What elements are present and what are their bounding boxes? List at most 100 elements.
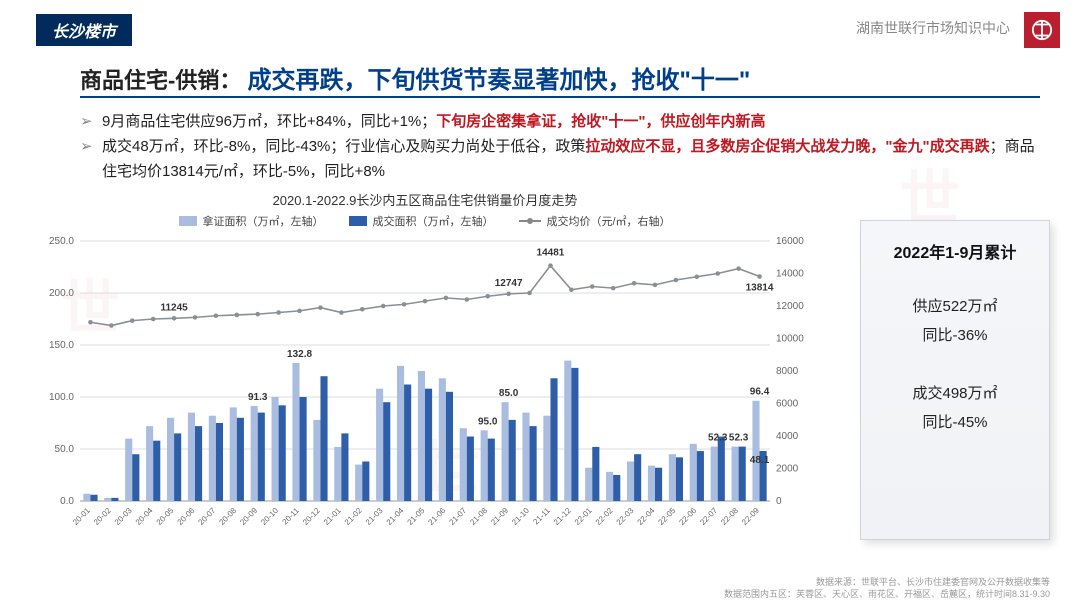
svg-text:150.0: 150.0 xyxy=(49,340,74,351)
legend-line-price xyxy=(519,220,541,222)
bullet-item: ➢9月商品住宅供应96万㎡，环比+84%，同比+1%；下旬房企密集拿证，抢收"十… xyxy=(80,110,1040,135)
legend-label-deal: 成交面积（万㎡，左轴） xyxy=(372,213,493,229)
svg-text:200.0: 200.0 xyxy=(49,288,74,299)
svg-text:11245: 11245 xyxy=(160,302,188,313)
svg-text:14000: 14000 xyxy=(776,269,804,280)
legend-label-price: 成交均价（元/㎡，右轴） xyxy=(546,213,670,229)
brand-text: 湖南世联行市场知识中心 xyxy=(856,18,1010,38)
svg-text:6000: 6000 xyxy=(776,399,799,410)
bullet-item: ➢成交48万㎡，环比-8%，同比-43%；行业信心及购买力尚处于低谷，政策拉动效… xyxy=(80,135,1040,185)
svg-text:14481: 14481 xyxy=(537,248,565,259)
bullet-list: ➢9月商品住宅供应96万㎡，环比+84%，同比+1%；下旬房企密集拿证，抢收"十… xyxy=(80,110,1040,184)
svg-text:21-11: 21-11 xyxy=(531,506,552,527)
svg-text:13814: 13814 xyxy=(746,283,774,294)
svg-text:21-01: 21-01 xyxy=(322,506,343,527)
legend-deal: 成交面积（万㎡，左轴） xyxy=(349,213,493,229)
summary-deal-value: 成交498万㎡ xyxy=(912,380,997,409)
svg-text:22-09: 22-09 xyxy=(740,506,761,527)
svg-text:132.8: 132.8 xyxy=(287,349,312,360)
svg-text:52.3: 52.3 xyxy=(708,433,728,444)
svg-text:22-03: 22-03 xyxy=(615,506,636,527)
svg-text:12747: 12747 xyxy=(495,278,523,289)
legend-label-supply: 拿证面积（万㎡，左轴） xyxy=(202,213,323,229)
svg-text:21-10: 21-10 xyxy=(510,506,531,527)
bullet-text: 9月商品住宅供应96万㎡，环比+84%，同比+1%；下旬房企密集拿证，抢收"十一… xyxy=(102,110,765,135)
footnote-line-1: 数据来源：世联平台、长沙市住建委官网及公开数据收集等 xyxy=(724,576,1050,589)
svg-text:22-01: 22-01 xyxy=(573,506,594,527)
headline-prefix: 商品住宅-供销： xyxy=(80,68,241,93)
svg-text:20-11: 20-11 xyxy=(281,506,302,527)
svg-text:20-05: 20-05 xyxy=(155,506,176,527)
svg-text:20-10: 20-10 xyxy=(259,506,280,527)
svg-text:21-08: 21-08 xyxy=(468,506,489,527)
summary-deal-yoy: 同比-45% xyxy=(912,409,997,438)
svg-text:20-08: 20-08 xyxy=(217,506,238,527)
svg-text:22-08: 22-08 xyxy=(719,506,740,527)
brand-logo-icon xyxy=(1024,12,1060,48)
page-headline: 商品住宅-供销： 成交再跌，下旬供货节奏显著加快，抢收"十一" xyxy=(80,60,750,95)
svg-text:4000: 4000 xyxy=(776,431,799,442)
summary-stat-deal: 成交498万㎡ 同比-45% xyxy=(912,380,997,437)
svg-text:10000: 10000 xyxy=(776,334,804,345)
chart-plot: 0.0 50.0 100.0 150.0 200.0 250.0 0 2000 4000 6000… xyxy=(30,233,820,543)
bullet-arrow-icon: ➢ xyxy=(80,110,102,135)
svg-text:21-03: 21-03 xyxy=(364,506,385,527)
svg-text:20-07: 20-07 xyxy=(196,506,217,527)
svg-text:21-02: 21-02 xyxy=(343,506,364,527)
headline-main: 成交再跌，下旬供货节奏显著加快，抢收"十一" xyxy=(247,67,750,94)
legend-price: 成交均价（元/㎡，右轴） xyxy=(519,213,670,229)
chart-svg: 0.0 50.0 100.0 150.0 200.0 250.0 0 2000 4000 6000… xyxy=(30,233,820,543)
svg-text:20-01: 20-01 xyxy=(71,506,92,527)
summary-heading: 2022年1-9月累计 xyxy=(894,239,1017,263)
svg-text:0: 0 xyxy=(776,496,782,507)
svg-text:50.0: 50.0 xyxy=(55,444,75,455)
bullet-text: 成交48万㎡，环比-8%，同比-43%；行业信心及购买力尚处于低谷，政策拉动效应… xyxy=(102,135,1040,185)
headline-underline xyxy=(80,96,1040,98)
svg-text:12000: 12000 xyxy=(776,301,804,312)
svg-text:2000: 2000 xyxy=(776,464,799,475)
svg-text:52.3: 52.3 xyxy=(729,433,749,444)
footnote-line-2: 数据范围内五区：芙蓉区、天心区、雨花区、开福区、岳麓区，统计时间8.31-9.3… xyxy=(724,588,1050,601)
svg-text:20-12: 20-12 xyxy=(301,506,322,527)
svg-text:21-07: 21-07 xyxy=(447,506,468,527)
svg-text:21-05: 21-05 xyxy=(406,506,427,527)
svg-text:91.3: 91.3 xyxy=(248,392,268,403)
summary-supply-value: 供应522万㎡ xyxy=(912,293,997,322)
svg-text:22-02: 22-02 xyxy=(594,506,615,527)
page-tag: 长沙楼市 xyxy=(36,14,132,46)
legend-supply: 拿证面积（万㎡，左轴） xyxy=(179,213,323,229)
bullet-arrow-icon: ➢ xyxy=(80,135,102,185)
svg-text:96.4: 96.4 xyxy=(750,387,770,398)
summary-supply-yoy: 同比-36% xyxy=(912,322,997,351)
chart-title: 2020.1-2022.9长沙内五区商品住宅供销量价月度走势 xyxy=(30,190,820,209)
chart-legend: 拿证面积（万㎡，左轴） 成交面积（万㎡，左轴） 成交均价（元/㎡，右轴） xyxy=(30,213,820,229)
svg-text:0.0: 0.0 xyxy=(60,496,74,507)
topbar: 长沙楼市 湖南世联行市场知识中心 xyxy=(0,10,1080,46)
svg-text:21-04: 21-04 xyxy=(385,506,406,527)
chart-container: 2020.1-2022.9长沙内五区商品住宅供销量价月度走势 拿证面积（万㎡，左… xyxy=(30,190,820,560)
svg-text:22-07: 22-07 xyxy=(698,506,719,527)
svg-text:21-09: 21-09 xyxy=(489,506,510,527)
summary-panel: 2022年1-9月累计 供应522万㎡ 同比-36% 成交498万㎡ 同比-45… xyxy=(860,220,1050,540)
svg-text:8000: 8000 xyxy=(776,366,799,377)
svg-text:85.0: 85.0 xyxy=(499,388,519,399)
svg-text:22-05: 22-05 xyxy=(656,506,677,527)
svg-text:20-04: 20-04 xyxy=(134,506,155,527)
svg-text:250.0: 250.0 xyxy=(49,236,74,247)
legend-swatch-deal xyxy=(349,216,367,226)
svg-text:21-06: 21-06 xyxy=(426,506,447,527)
legend-swatch-supply xyxy=(179,216,197,226)
svg-text:95.0: 95.0 xyxy=(478,416,498,427)
summary-stat-supply: 供应522万㎡ 同比-36% xyxy=(912,293,997,350)
svg-text:20-09: 20-09 xyxy=(238,506,259,527)
svg-text:22-04: 22-04 xyxy=(636,506,657,527)
svg-text:22-06: 22-06 xyxy=(677,506,698,527)
svg-text:20-03: 20-03 xyxy=(113,506,134,527)
svg-text:21-12: 21-12 xyxy=(552,506,573,527)
svg-text:20-02: 20-02 xyxy=(92,506,113,527)
svg-text:48.1: 48.1 xyxy=(750,455,770,466)
svg-text:16000: 16000 xyxy=(776,236,804,247)
svg-text:100.0: 100.0 xyxy=(49,392,74,403)
svg-text:20-06: 20-06 xyxy=(176,506,197,527)
footnote: 数据来源：世联平台、长沙市住建委官网及公开数据收集等 数据范围内五区：芙蓉区、天… xyxy=(724,576,1050,601)
